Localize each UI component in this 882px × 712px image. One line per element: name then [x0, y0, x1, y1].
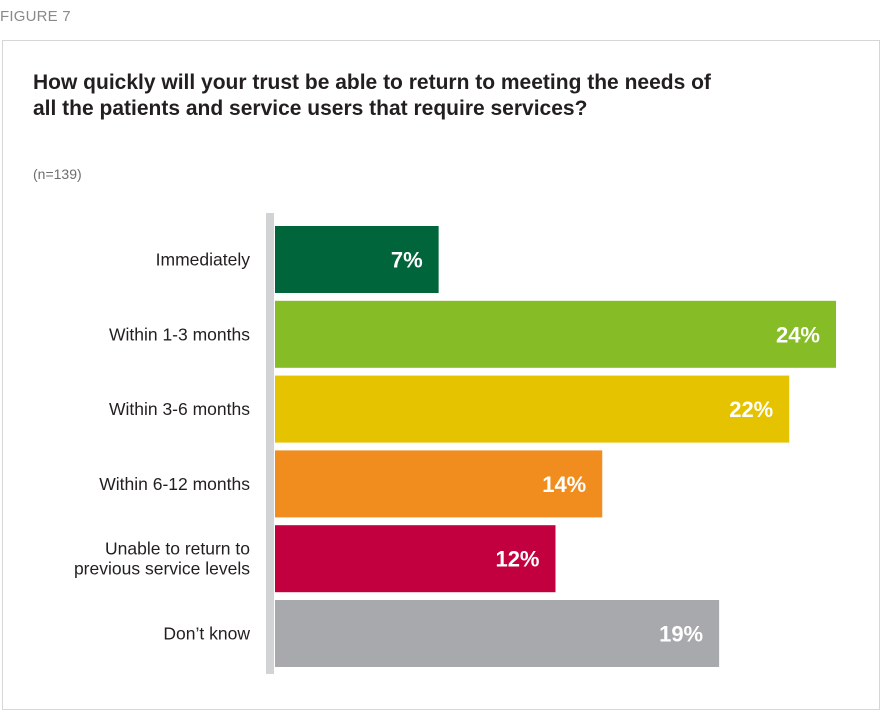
bar [275, 450, 603, 518]
category-label: Immediately [156, 250, 251, 270]
bar-value-label: 19% [659, 622, 703, 647]
chart-subtitle: (n=139) [33, 166, 82, 182]
category-label: Unable to return to previous service leve… [74, 539, 250, 579]
bar [275, 300, 836, 368]
category-label: Within 1-3 months [109, 324, 250, 344]
bar-value-label: 14% [542, 472, 586, 497]
bar [275, 600, 720, 667]
bar [275, 226, 439, 293]
chart-title: How quickly will your trust be able to r… [33, 71, 711, 120]
category-label: Within 3-6 months [109, 399, 250, 419]
category-label: Don’t know [163, 624, 250, 644]
bar-value-label: 12% [495, 547, 539, 572]
bar-value-label: 22% [729, 397, 773, 422]
category-label: Within 6-12 months [99, 474, 250, 494]
bar-value-label: 7% [391, 248, 423, 273]
y-axis-line [266, 213, 274, 674]
bar [275, 525, 556, 593]
figure-label: FIGURE 7 [0, 8, 71, 25]
bar [275, 375, 790, 443]
chart-panel: How quickly will your trust be able to r… [2, 40, 880, 710]
bar-value-label: 24% [776, 322, 820, 347]
